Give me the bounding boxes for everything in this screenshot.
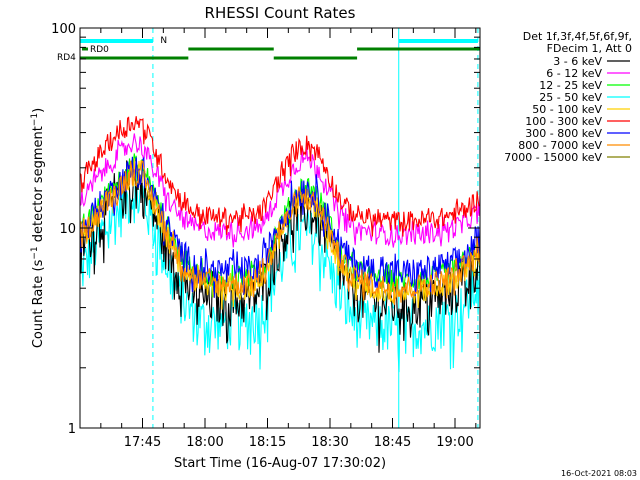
legend-label: 25 - 50 keV <box>539 91 602 104</box>
legend-label: 800 - 7000 keV <box>518 139 602 152</box>
y-tick-label: 1 <box>68 422 76 437</box>
legend-label: 7000 - 15000 keV <box>504 151 602 164</box>
series-line-800to7000keV <box>80 160 480 305</box>
legend-label: 50 - 100 keV <box>532 103 602 116</box>
x-tick-label: 18:15 <box>249 435 286 450</box>
flag-label-rd4: RD4 <box>57 53 76 63</box>
legend-label: 3 - 6 keV <box>553 55 602 68</box>
series-line-12to25keV <box>80 153 480 298</box>
x-tick-label: 18:00 <box>186 435 223 450</box>
axes: 1 10 100 17:45 18:00 18:15 18:30 18:45 19:00 <box>51 22 481 450</box>
plot-area <box>79 28 480 428</box>
legend-header-line1: Det 1f,3f,4f,5f,6f,9f, <box>523 30 632 43</box>
flag-label-n: N <box>160 36 167 46</box>
series-line-100to300keV <box>80 116 480 237</box>
legend: Det 1f,3f,4f,5f,6f,9f,FDecim 1, Att 03 -… <box>504 30 632 164</box>
x-tick-label: 19:00 <box>436 435 473 450</box>
legend-label: 300 - 800 keV <box>525 127 602 140</box>
legend-label: 6 - 12 keV <box>546 67 602 80</box>
flag-label-rd0: RD0 <box>90 45 109 55</box>
y-axis-label: Count Rate (s−1 detector segment−1) <box>30 108 46 348</box>
legend-label: 12 - 25 keV <box>539 79 602 92</box>
y-tick-label: 100 <box>51 22 76 37</box>
legend-label: 100 - 300 keV <box>525 115 602 128</box>
footer-timestamp: 16-Oct-2021 08:03 <box>561 469 637 478</box>
x-tick-label: 18:30 <box>311 435 348 450</box>
series-line-25to50keV <box>80 179 480 373</box>
legend-header-line2: FDecim 1, Att 0 <box>547 42 632 55</box>
y-tick-label: 10 <box>59 222 76 237</box>
x-axis-label: Start Time (16-Aug-07 17:30:02) <box>174 456 386 471</box>
x-tick-label: 18:45 <box>374 435 411 450</box>
x-tick-label: 17:45 <box>124 435 161 450</box>
flag-indicators: N RD0 RD4 <box>57 36 480 63</box>
chart-title: RHESSI Count Rates <box>205 4 356 22</box>
y-axis-label-text: Count Rate (s−1 detector segment−1) <box>30 108 46 348</box>
